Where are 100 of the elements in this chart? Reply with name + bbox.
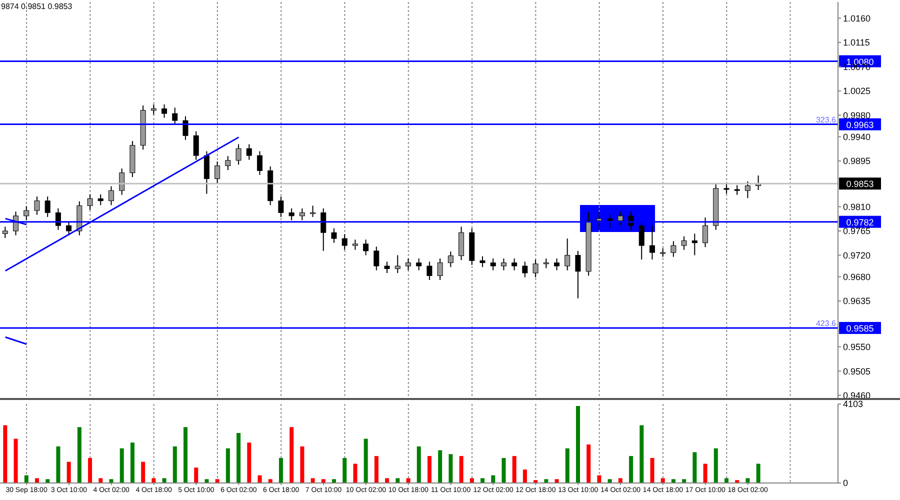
- bar: [682, 479, 686, 483]
- candlestick: [204, 150, 210, 194]
- bar: [671, 479, 676, 483]
- bar: [278, 458, 283, 483]
- candlestick: [596, 212, 602, 229]
- candlestick: [55, 208, 61, 230]
- candlestick: [342, 234, 348, 250]
- bar: [3, 425, 8, 483]
- bar: [597, 475, 602, 483]
- bar: [204, 479, 209, 483]
- bar: [98, 478, 103, 483]
- bar: [56, 446, 60, 483]
- bar: [321, 479, 326, 483]
- bar: [152, 478, 156, 483]
- bar: [480, 478, 485, 483]
- candlestick: [310, 205, 316, 218]
- bar: [141, 462, 146, 483]
- candlestick: [256, 150, 262, 176]
- candlestick: [363, 239, 369, 256]
- bar: [130, 442, 134, 483]
- bar: [66, 462, 71, 483]
- candlestick: [236, 144, 242, 166]
- candlestick: [214, 160, 220, 184]
- bar: [268, 479, 272, 483]
- candlestick: [543, 258, 549, 269]
- bar: [88, 458, 92, 483]
- bar: [14, 438, 18, 483]
- bar: [703, 464, 708, 483]
- bar: [385, 478, 390, 483]
- candlestick: [458, 226, 464, 261]
- candlestick: [87, 194, 93, 210]
- candlestick: [299, 208, 305, 221]
- candlestick: [405, 258, 411, 271]
- candlestick: [384, 261, 390, 274]
- candlestick: [670, 240, 676, 258]
- bar: [470, 478, 474, 483]
- bar: [374, 456, 378, 483]
- candlestick: [193, 130, 199, 160]
- candlestick: [638, 220, 644, 260]
- y-tick-label: 0.9680: [843, 272, 871, 282]
- candlestick: [532, 259, 538, 278]
- bar: [629, 456, 634, 483]
- candlestick: [618, 211, 624, 226]
- bar: [215, 479, 220, 483]
- y-tick-label: 1.0115: [843, 38, 870, 48]
- bar: [120, 448, 124, 483]
- candlestick: [554, 258, 560, 271]
- y-tick-label: 0.9505: [843, 366, 871, 376]
- candlestick: [681, 236, 687, 250]
- y-tick-label: 0.9720: [843, 250, 871, 260]
- y-tick-label: 0.9895: [843, 156, 871, 166]
- bar: [364, 438, 368, 483]
- bar: [172, 446, 177, 483]
- candlestick: [172, 107, 178, 126]
- bar: [342, 458, 347, 483]
- bar: [300, 446, 304, 483]
- candlestick: [500, 258, 506, 271]
- bar: [522, 470, 527, 483]
- candlestick: [119, 168, 125, 196]
- bar: [258, 475, 262, 483]
- candlestick: [564, 238, 570, 271]
- candlestick: [702, 217, 708, 248]
- y-tick-label: 0.9810: [843, 202, 871, 212]
- bar: [247, 442, 252, 483]
- annotation: 423.6: [816, 318, 837, 328]
- annotation: 9874 0.9851 0.9853: [1, 2, 72, 11]
- y-tick-label: 0.9550: [843, 342, 871, 352]
- candlestick: [734, 184, 740, 196]
- y-tick-label: 0: [843, 478, 848, 488]
- y-tick-label: 4103: [843, 399, 864, 410]
- bar: [226, 448, 230, 483]
- candlestick: [394, 254, 400, 274]
- candlestick: [480, 256, 486, 268]
- bar: [332, 479, 336, 483]
- bar: [353, 464, 358, 483]
- bar: [46, 479, 50, 483]
- candlestick: [288, 208, 294, 221]
- annotation: 323.6: [816, 115, 837, 124]
- bar: [650, 458, 654, 483]
- candlestick: [744, 180, 750, 199]
- y-tick-label: 0.9940: [843, 132, 871, 142]
- candlestick: [512, 258, 518, 271]
- candlestick: [44, 196, 50, 218]
- candlestick: [320, 208, 326, 252]
- bar: [184, 427, 188, 483]
- y-tick-label: 0.9980: [843, 110, 871, 120]
- bar: [746, 478, 750, 483]
- bar: [640, 425, 644, 483]
- y-tick-label: 1.0160: [843, 13, 871, 24]
- candlestick: [182, 116, 188, 140]
- candlestick: [724, 184, 730, 194]
- ref-line-label: 0.9782: [846, 217, 874, 228]
- candlestick: [66, 220, 72, 236]
- bar: [692, 452, 697, 483]
- bar: [416, 446, 421, 483]
- bar: [290, 427, 294, 483]
- candlestick: [225, 156, 231, 171]
- bar: [544, 479, 548, 483]
- candlestick: [575, 250, 581, 299]
- candlestick: [448, 250, 454, 268]
